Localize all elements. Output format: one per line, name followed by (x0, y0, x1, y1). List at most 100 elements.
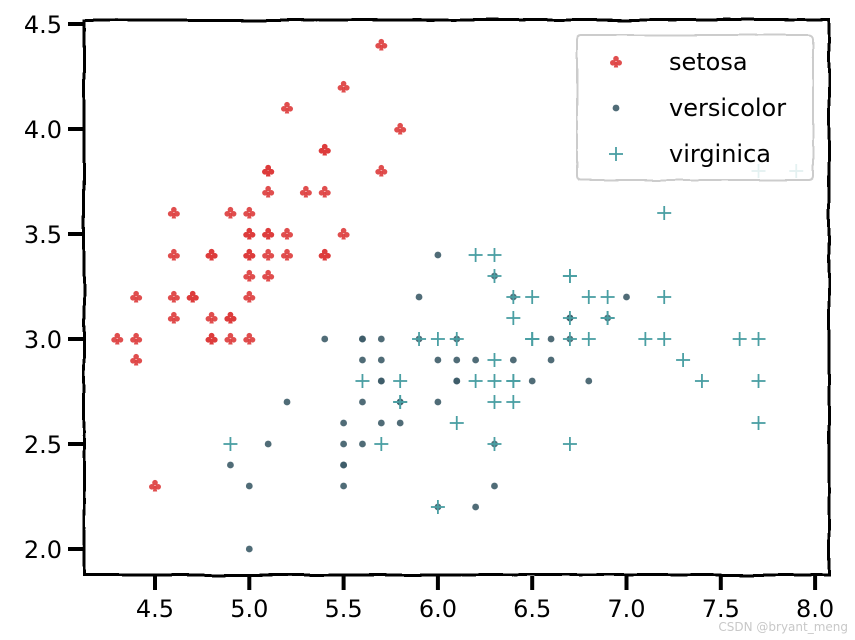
y-tick-label: 3.0 (24, 326, 62, 354)
virginica-point (562, 269, 577, 283)
series-virginica (223, 164, 804, 514)
virginica-point (562, 311, 577, 325)
virginica-point (412, 332, 427, 346)
setosa-point (205, 248, 218, 261)
legend-box (576, 34, 814, 181)
setosa-point (318, 248, 331, 261)
virginica-point (374, 437, 389, 451)
setosa-point (262, 269, 275, 282)
virginica-point (393, 395, 408, 409)
y-axis-ticks: 2.0 2.5 3.0 3.5 4.0 4.5 (24, 11, 83, 564)
setosa-point (205, 311, 218, 324)
versicolor-point (623, 293, 630, 301)
virginica-point (487, 248, 502, 262)
virginica-point (657, 290, 672, 304)
y-tick-label: 2.5 (24, 431, 62, 459)
versicolor-point (491, 482, 498, 490)
versicolor-point (434, 398, 442, 406)
plot-frame (82, 18, 831, 577)
virginica-point (506, 311, 521, 325)
setosa-point (243, 248, 256, 261)
virginica-point (487, 437, 502, 451)
virginica-point (657, 332, 672, 346)
setosa-point (394, 122, 407, 135)
virginica-point (449, 332, 464, 346)
x-axis-ticks: 4.5 5.0 5.5 6.0 6.5 7.0 7.5 8.0 (136, 576, 834, 623)
virginica-point (506, 374, 521, 388)
versicolor-point (547, 335, 555, 343)
setosa-point (167, 206, 180, 219)
versicolor-point (472, 356, 480, 364)
virginica-point (562, 437, 577, 451)
setosa-point (318, 185, 331, 198)
versicolor-point (359, 398, 366, 406)
virginica-point (430, 332, 445, 346)
setosa-point (186, 290, 199, 303)
virginica-point (468, 374, 483, 388)
x-tick-label: 4.5 (136, 595, 174, 623)
setosa-point (130, 353, 143, 366)
x-tick-label: 5.5 (325, 595, 363, 623)
virginica-point (581, 290, 596, 304)
virginica-point (355, 374, 370, 388)
setosa-point (243, 332, 256, 345)
setosa-point (243, 269, 256, 282)
legend-label-setosa: setosa (669, 48, 748, 76)
versicolor-point (359, 356, 366, 364)
virginica-point (468, 248, 483, 262)
setosa-point (375, 38, 388, 51)
versicolor-point (377, 356, 385, 364)
versicolor-point (415, 293, 423, 301)
versicolor-point (340, 482, 347, 490)
x-tick-label: 7.0 (607, 595, 645, 623)
versicolor-point (359, 335, 366, 343)
versicolor-point (585, 377, 593, 385)
legend-marker-virginica (609, 147, 623, 161)
legend-label-virginica: virginica (669, 140, 771, 168)
legend-label-versicolor: versicolor (669, 94, 786, 122)
data-points (111, 38, 804, 553)
setosa-point (130, 332, 143, 345)
virginica-point (657, 206, 672, 220)
virginica-point (506, 290, 521, 304)
virginica-point (487, 395, 502, 409)
versicolor-point (377, 419, 385, 427)
versicolor-point (453, 377, 461, 385)
setosa-point (281, 227, 294, 240)
setosa-point (281, 248, 294, 261)
legend-marker-setosa (610, 55, 622, 68)
virginica-point (487, 374, 502, 388)
y-tick-label: 2.0 (24, 536, 62, 564)
setosa-point (262, 185, 275, 198)
x-tick-label: 6.5 (513, 595, 551, 623)
setosa-point (167, 311, 180, 324)
virginica-point (449, 416, 464, 430)
versicolor-point (434, 251, 442, 259)
virginica-point (600, 290, 615, 304)
versicolor-point (547, 356, 555, 364)
x-tick-label: 7.5 (702, 595, 740, 623)
setosa-point (243, 227, 256, 240)
versicolor-point (359, 440, 366, 448)
setosa-point (243, 290, 256, 303)
versicolor-point (283, 398, 291, 406)
legend-marker-versicolor (612, 104, 620, 112)
versicolor-point (396, 419, 404, 427)
versicolor-point (340, 440, 347, 448)
y-tick-label: 4.0 (24, 116, 62, 144)
x-tick-label: 6.0 (419, 595, 457, 623)
setosa-point (205, 332, 218, 345)
setosa-point (149, 479, 161, 492)
virginica-point (525, 332, 540, 346)
virginica-point (506, 395, 521, 409)
virginica-point (751, 332, 766, 346)
setosa-point (262, 248, 275, 261)
versicolor-point (377, 335, 385, 343)
y-tick-label: 4.5 (24, 11, 62, 39)
versicolor-point (245, 482, 253, 490)
setosa-point (337, 227, 350, 240)
virginica-point (562, 332, 577, 346)
versicolor-point (340, 419, 347, 427)
setosa-point (262, 164, 275, 177)
